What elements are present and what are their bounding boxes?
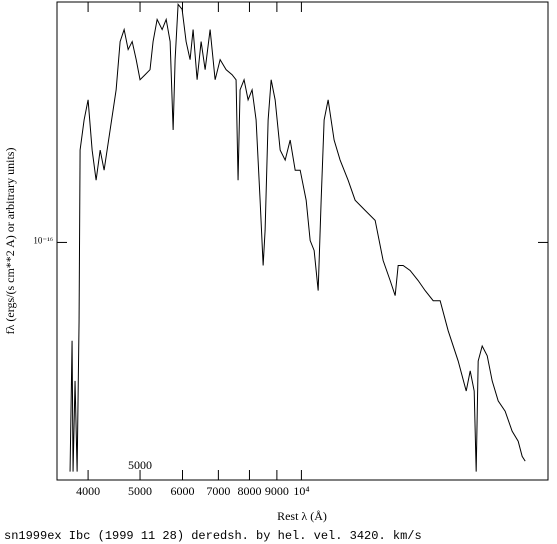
annotation: 5000 <box>128 458 152 472</box>
plot-frame <box>56 1 549 481</box>
x-tick-label: 5000 <box>128 484 152 498</box>
x-axis-label: Rest λ (Å) <box>277 509 327 523</box>
x-tick-label: 8000 <box>237 484 261 498</box>
y-tick-label: 10⁻¹⁶ <box>33 235 53 245</box>
spectrum-line <box>69 3 526 472</box>
x-tick-label: 4000 <box>76 484 100 498</box>
caption: sn1999ex Ibc (1999 11 28) deredsh. by he… <box>4 529 422 543</box>
y-axis-label: fλ (ergs/(s cm**2 A) or arbitrary units) <box>3 148 17 335</box>
x-tick-label: 10⁴ <box>293 484 309 498</box>
x-tick-label: 6000 <box>170 484 194 498</box>
x-tick-label: 9000 <box>265 484 289 498</box>
x-tick-label: 7000 <box>206 484 230 498</box>
